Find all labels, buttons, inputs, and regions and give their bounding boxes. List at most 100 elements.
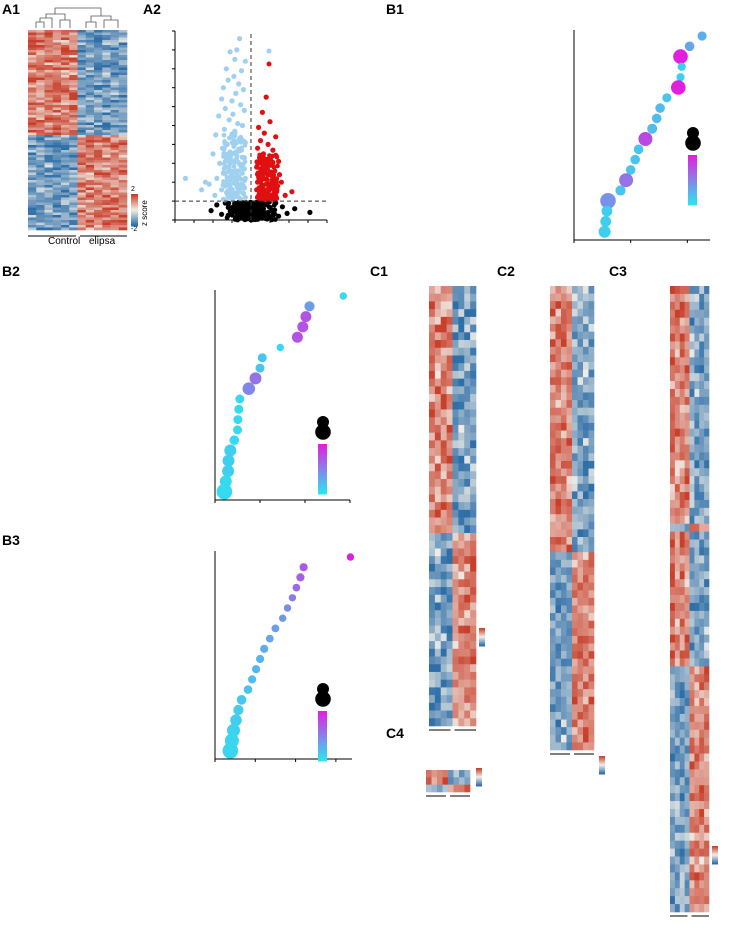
a1-cell	[110, 205, 120, 208]
a1-cell	[52, 67, 62, 71]
c3-legend-step	[712, 855, 718, 857]
a1-cell	[44, 190, 54, 193]
c2-cell	[577, 377, 584, 386]
bp-term-dot	[677, 62, 686, 71]
c2-cell	[588, 460, 595, 469]
c1-cell	[464, 533, 471, 542]
c2-cell	[572, 529, 578, 538]
c3-cell	[684, 563, 690, 572]
a1-cell	[110, 212, 120, 216]
a1-cell	[52, 167, 62, 171]
c2-cell	[561, 286, 567, 294]
c2-cell	[566, 658, 573, 667]
c2-cell	[555, 635, 562, 644]
volcano-legend-up-marker	[266, 61, 272, 67]
c2-cell	[583, 658, 589, 667]
c1-cell	[446, 309, 453, 318]
a1-cell	[52, 217, 62, 221]
a1-cell	[28, 112, 37, 116]
c3-cell	[704, 729, 710, 738]
c2-cell	[550, 681, 556, 690]
c1-cell	[434, 525, 442, 534]
c1-cell	[440, 687, 447, 696]
a1-cell	[61, 110, 70, 113]
a1-cell	[61, 207, 70, 211]
c1-cell	[452, 347, 459, 356]
c3-cell	[699, 428, 705, 437]
a1-cell	[36, 42, 45, 46]
a1-cell	[102, 142, 111, 146]
a1-cell	[28, 197, 37, 201]
a1-cell	[44, 210, 54, 213]
a1-cell	[110, 95, 120, 98]
a1-cell	[44, 175, 54, 178]
c2-cell	[577, 597, 584, 606]
c2-cell	[555, 658, 562, 667]
c4-legend-step	[476, 776, 482, 778]
a1-cell	[85, 195, 95, 198]
c2-cell	[550, 529, 556, 538]
c3-cell	[684, 729, 690, 738]
a1-cell	[28, 172, 37, 176]
a1-cell	[94, 157, 103, 161]
c1-cell	[440, 571, 447, 580]
c1-cell	[446, 494, 453, 503]
a1-legend-step	[131, 219, 138, 222]
c2-cell	[572, 483, 578, 492]
volcano-point-down	[241, 107, 247, 113]
c1-cell	[434, 633, 442, 642]
c3-cell	[689, 808, 695, 818]
c1-legend-step	[479, 637, 485, 640]
mf-color-bar-step	[318, 717, 327, 720]
a1-cell	[110, 135, 120, 138]
a1-cell	[94, 140, 103, 143]
c3-cell	[699, 436, 705, 445]
c1-cell	[452, 648, 459, 657]
a1-cell	[85, 30, 95, 33]
c3-cell	[694, 666, 700, 675]
a1-cell	[52, 62, 62, 66]
c2-cell	[561, 521, 567, 530]
c2-cell	[572, 689, 578, 698]
a1-cell	[52, 165, 62, 168]
a1-cell	[85, 160, 95, 163]
c1-cell	[464, 664, 471, 673]
a1-cell	[102, 167, 111, 171]
c3-cell	[704, 801, 710, 810]
c2-cell	[550, 468, 556, 477]
c2-cell	[583, 369, 589, 378]
a1-legend-top: 2	[131, 186, 135, 193]
c2-cell	[572, 491, 578, 500]
c1-cell	[434, 664, 442, 673]
c3-cell	[699, 880, 705, 889]
bp-term-dot	[600, 193, 616, 209]
a1-cell	[118, 95, 128, 98]
a1-cell	[77, 65, 87, 68]
mf-term-dot	[256, 654, 265, 664]
a1-cell	[52, 65, 62, 68]
c3-cell	[694, 729, 700, 738]
c2-cell	[555, 681, 562, 690]
c1-cell	[446, 617, 453, 626]
c3-cell	[694, 824, 700, 834]
a1-cell	[44, 222, 54, 226]
c2-cell	[566, 316, 573, 325]
a1-cell	[94, 170, 103, 173]
c1-cell	[464, 548, 471, 557]
a1-cell	[102, 145, 111, 148]
a1-cell	[44, 165, 54, 168]
a1-cell	[44, 212, 54, 216]
c2-cell	[550, 301, 556, 310]
a1-cell	[36, 30, 45, 33]
c3-cell	[689, 507, 695, 517]
volcano-point-up	[264, 172, 270, 178]
a1-cell	[69, 62, 78, 66]
volcano-point-up	[270, 160, 276, 166]
c3-cell	[689, 452, 695, 461]
c3-cell	[689, 888, 695, 897]
c2-cell	[577, 354, 584, 363]
a1-cell	[77, 167, 87, 171]
c1-cell	[464, 471, 471, 480]
a1-cell	[118, 227, 128, 231]
a1-cell	[61, 30, 70, 33]
